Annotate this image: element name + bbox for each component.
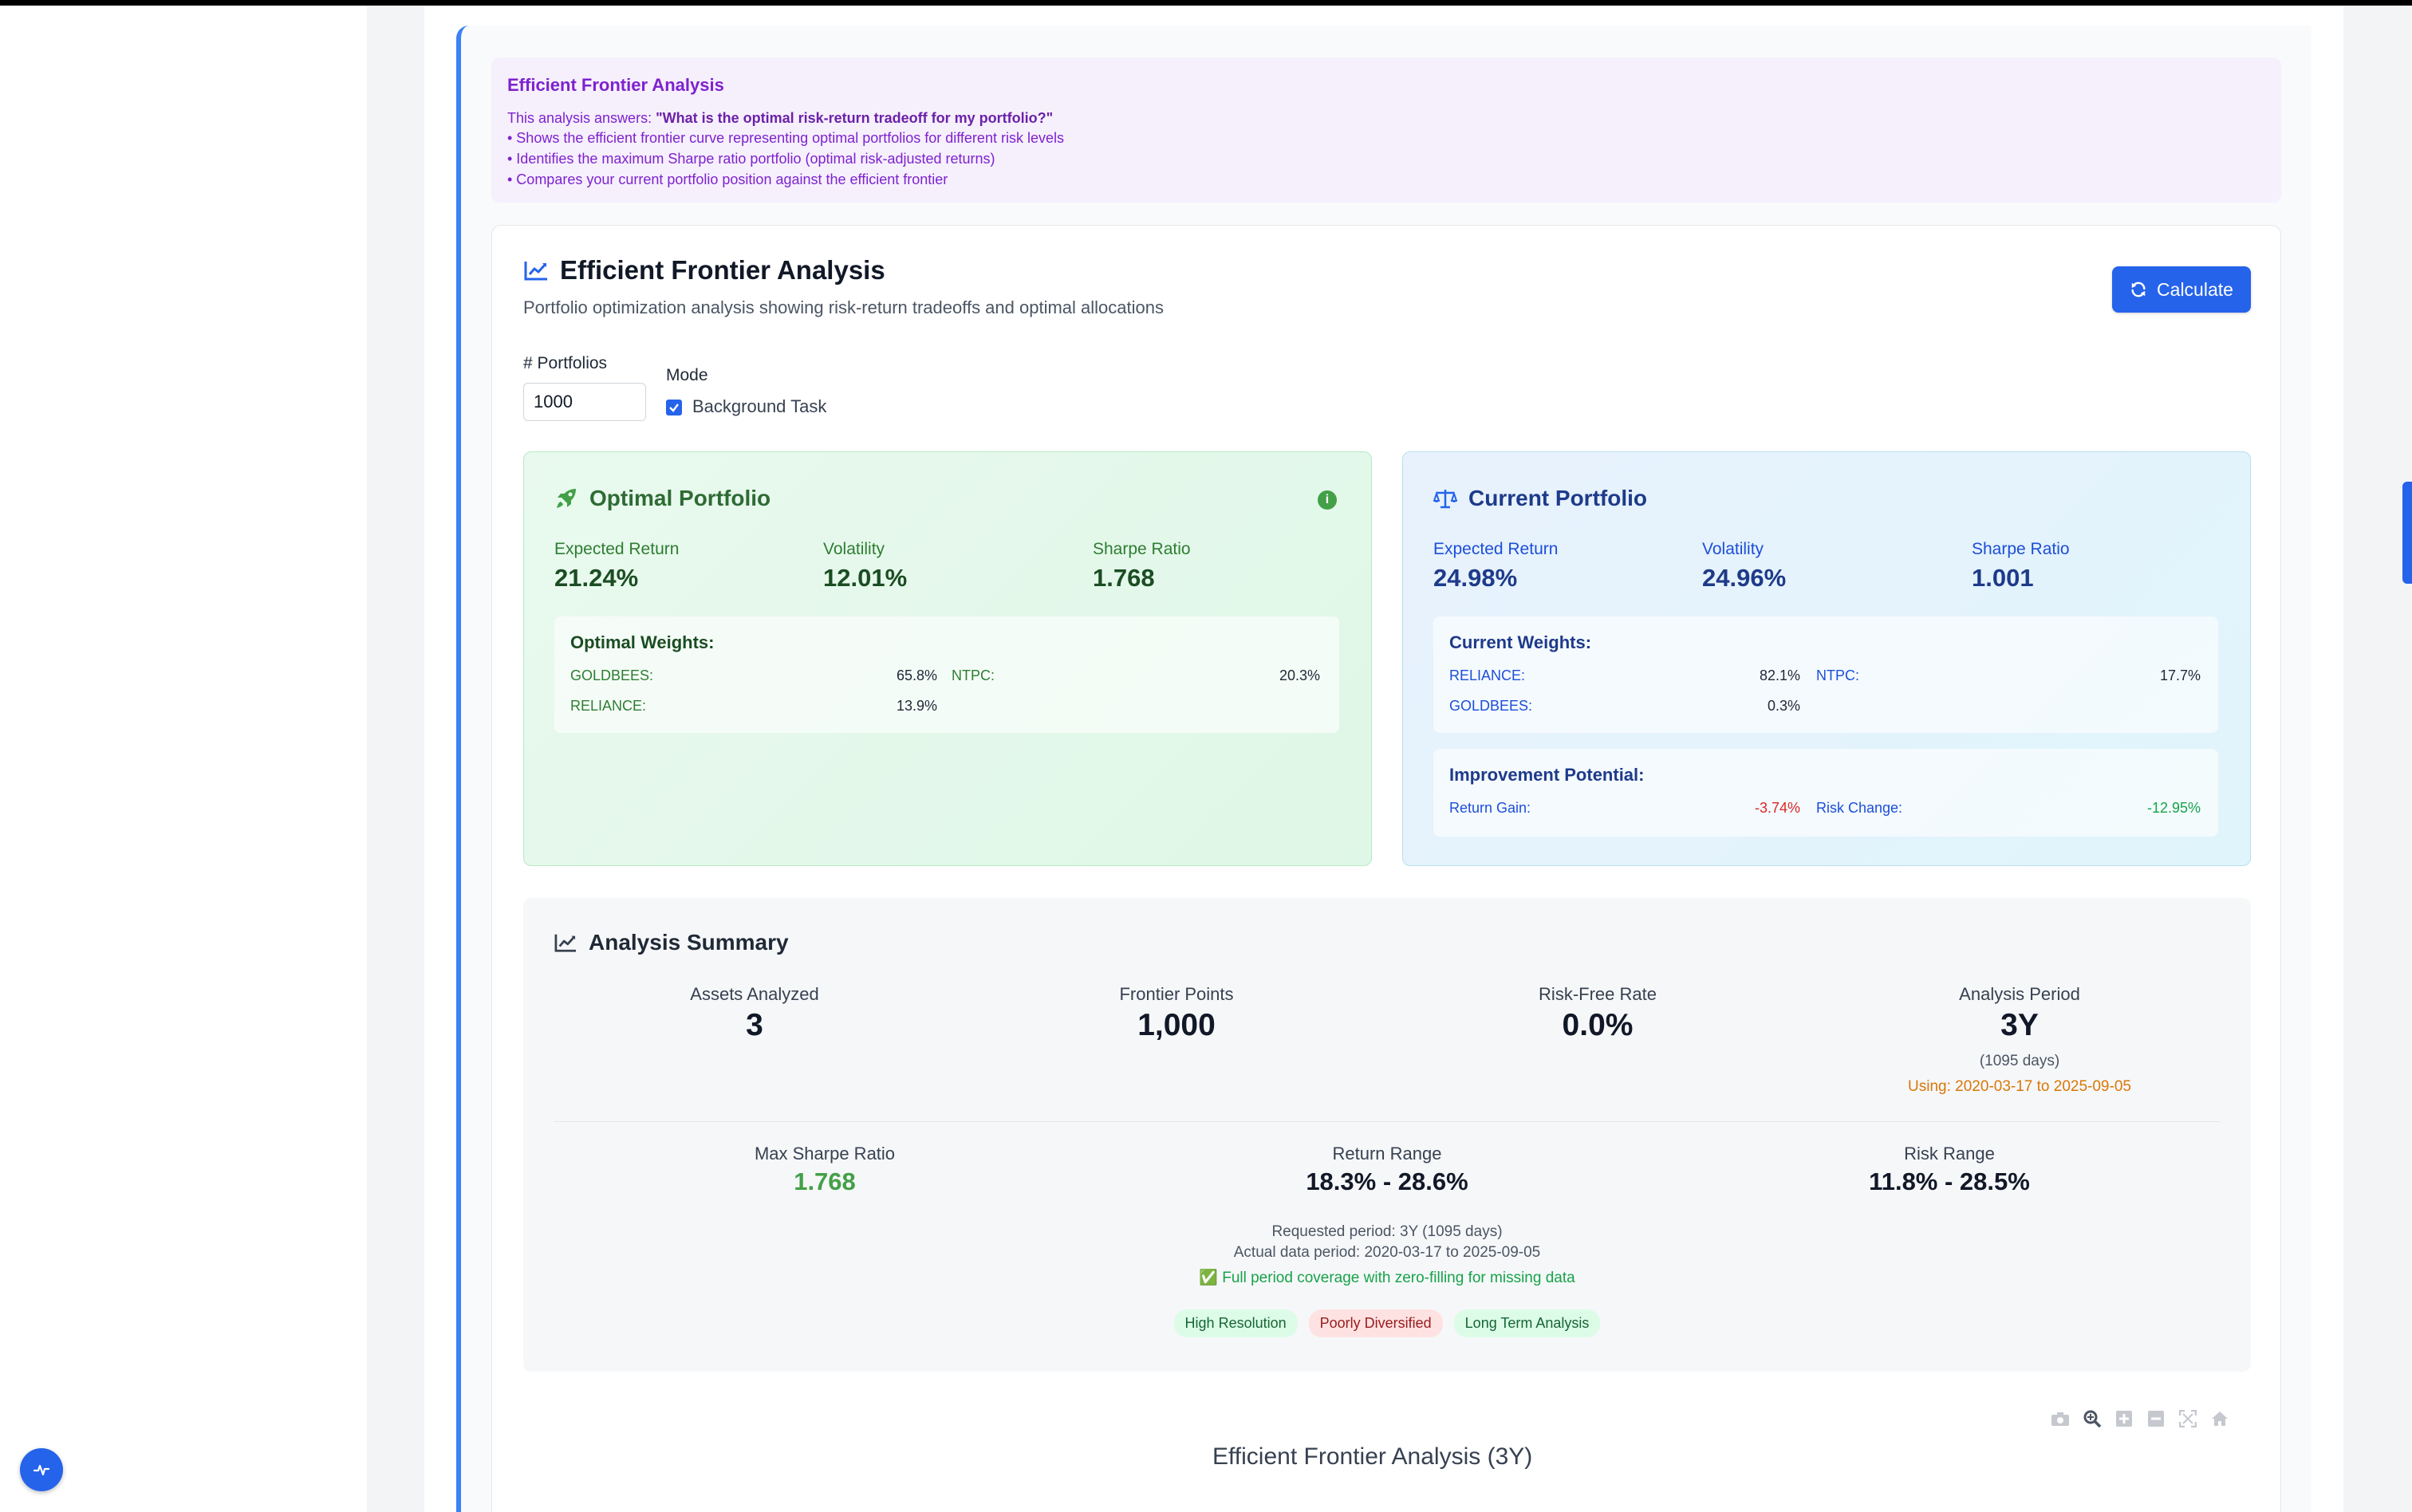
weight-value: 20.3% xyxy=(1279,667,1320,683)
page-title: Efficient Frontier Analysis xyxy=(523,255,885,285)
sidebar xyxy=(0,6,367,1512)
current-expected-return: Expected Return 24.98% xyxy=(1433,540,1559,592)
calculate-button[interactable]: Calculate xyxy=(2112,266,2251,313)
activity-icon xyxy=(33,1464,50,1476)
current-weights-box: Current Weights: RELIANCE: 82.1% NTPC: 1… xyxy=(1433,616,2218,733)
current-portfolio-card: Current Portfolio Expected Return 24.98%… xyxy=(1402,451,2251,866)
info-bullet: • Identifies the maximum Sharpe ratio po… xyxy=(507,151,995,167)
info-icon[interactable]: i xyxy=(1318,490,1337,510)
max-sharpe-ratio-stat: Max Sharpe Ratio 1.768 xyxy=(754,1144,896,1195)
current-sharpe-ratio: Sharpe Ratio 1.001 xyxy=(1972,540,2070,592)
status-badge: Poorly Diversified xyxy=(1308,1309,1443,1337)
plus-box-icon[interactable] xyxy=(2114,1408,2134,1429)
current-volatility: Volatility 24.96% xyxy=(1702,540,1787,592)
autoscale-icon[interactable] xyxy=(2178,1408,2198,1429)
check-icon xyxy=(669,404,679,412)
actual-period-note: Actual data period: 2020-03-17 to 2025-0… xyxy=(1233,1244,1541,1261)
optimal-expected-return: Expected Return 21.24% xyxy=(554,540,680,592)
portfolios-input[interactable] xyxy=(523,383,646,421)
status-badge: High Resolution xyxy=(1173,1309,1298,1337)
summary-divider xyxy=(554,1121,2221,1122)
risk-change-value: -12.95% xyxy=(2146,800,2201,816)
optimal-portfolio-card: Optimal Portfolio i Expected Return 21.2… xyxy=(523,451,1372,866)
weight-name: NTPC: xyxy=(952,667,995,683)
refresh-icon xyxy=(2131,282,2146,297)
right-gutter xyxy=(2343,6,2412,1512)
plot-toolbar xyxy=(2050,1408,2230,1429)
weight-name: RELIANCE: xyxy=(1449,667,1526,683)
current-portfolio-title: Current Portfolio xyxy=(1433,486,1647,511)
requested-period-note: Requested period: 3Y (1095 days) xyxy=(1271,1223,1503,1240)
return-gain-label: Return Gain: xyxy=(1449,800,1531,816)
page-subtitle: Portfolio optimization analysis showing … xyxy=(523,297,1164,317)
camera-icon[interactable] xyxy=(2050,1408,2071,1429)
summary-badges: High Resolution Poorly Diversified Long … xyxy=(523,1309,2251,1337)
coverage-note: ✅ Full period coverage with zero-filling… xyxy=(1199,1270,1575,1286)
weight-name: GOLDBEES: xyxy=(570,667,654,683)
optimal-portfolio-title: Optimal Portfolio xyxy=(554,486,770,511)
info-title: Efficient Frontier Analysis xyxy=(507,75,724,95)
info-bullet: • Shows the efficient frontier curve rep… xyxy=(507,130,1064,146)
weight-value: 82.1% xyxy=(1759,667,1800,683)
assets-analyzed-stat: Assets Analyzed 3 xyxy=(690,984,819,1042)
weight-value: 13.9% xyxy=(896,698,937,714)
window-top-bar xyxy=(0,0,2412,6)
weight-value: 17.7% xyxy=(2159,667,2201,683)
optimal-volatility: Volatility 12.01% xyxy=(823,540,908,592)
background-task-checkbox[interactable] xyxy=(666,400,682,415)
chart-line-icon xyxy=(554,934,576,952)
rocket-icon xyxy=(557,489,576,508)
portfolios-label: # Portfolios xyxy=(523,354,608,372)
balance-scale-icon xyxy=(1433,490,1457,509)
weight-value: 65.8% xyxy=(896,667,937,683)
analysis-summary-panel: Analysis Summary Assets Analyzed 3 Front… xyxy=(523,898,2251,1372)
background-task-label: Background Task xyxy=(692,396,827,416)
mode-label: Mode xyxy=(666,366,708,384)
optimal-weights-box: Optimal Weights: GOLDBEES: 65.8% NTPC: 2… xyxy=(554,616,1339,733)
home-icon[interactable] xyxy=(2209,1408,2230,1429)
risk-change-label: Risk Change: xyxy=(1816,800,1903,816)
chart-line-icon xyxy=(524,262,547,281)
analysis-period-stat: Analysis Period 3Y (1095 days) Using: 20… xyxy=(1908,984,2131,1095)
analysis-info-box: Efficient Frontier Analysis This analysi… xyxy=(491,57,2281,203)
return-gain-value: -3.74% xyxy=(1754,800,1800,816)
info-bullet: • Compares your current portfolio positi… xyxy=(507,171,948,187)
weight-name: RELIANCE: xyxy=(570,698,647,714)
period-days: (1095 days) xyxy=(1979,1053,2060,1069)
info-question: This analysis answers: "What is the opti… xyxy=(507,110,1054,126)
risk-range-stat: Risk Range 11.8% - 28.5% xyxy=(1869,1144,2030,1195)
improvement-potential-box: Improvement Potential: Return Gain: -3.7… xyxy=(1433,749,2218,837)
status-badge: Long Term Analysis xyxy=(1453,1309,1601,1337)
frontier-points-stat: Frontier Points 1,000 xyxy=(1119,984,1234,1042)
zoom-icon[interactable] xyxy=(2082,1408,2103,1429)
summary-title: Analysis Summary xyxy=(554,930,789,955)
weight-name: NTPC: xyxy=(1816,667,1859,683)
period-using: Using: 2020-03-17 to 2025-09-05 xyxy=(1908,1078,2131,1095)
optimal-sharpe-ratio: Sharpe Ratio 1.768 xyxy=(1093,540,1191,592)
return-range-stat: Return Range 18.3% - 28.6% xyxy=(1306,1144,1468,1195)
activity-fab-button[interactable] xyxy=(20,1448,63,1491)
risk-free-rate-stat: Risk-Free Rate 0.0% xyxy=(1539,984,1657,1042)
scrollbar-thumb[interactable] xyxy=(2402,482,2412,584)
weight-value: 0.3% xyxy=(1767,698,1800,714)
weight-name: GOLDBEES: xyxy=(1449,698,1533,714)
minus-box-icon[interactable] xyxy=(2146,1408,2166,1429)
left-gutter xyxy=(367,6,424,1512)
chart-title: Efficient Frontier Analysis (3Y) xyxy=(1212,1443,1533,1470)
